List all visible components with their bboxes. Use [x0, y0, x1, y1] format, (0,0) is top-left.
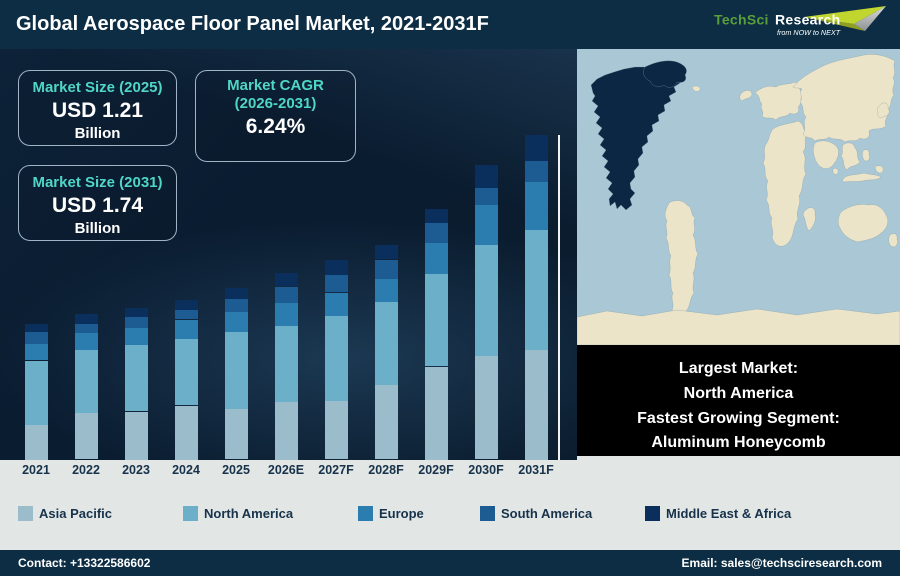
svg-text:from NOW to NEXT: from NOW to NEXT	[777, 28, 841, 37]
svg-text:TechSci: TechSci	[714, 12, 769, 28]
svg-text:Research: Research	[775, 12, 840, 28]
